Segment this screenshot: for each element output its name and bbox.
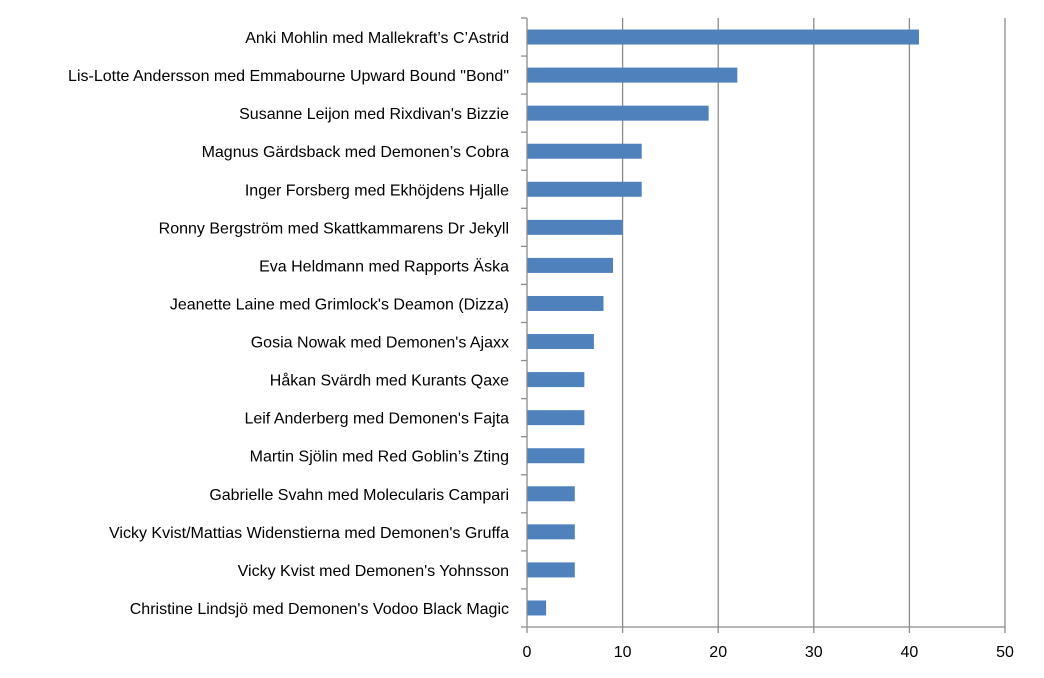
bar: [527, 448, 585, 464]
x-tick-label: 50: [996, 644, 1014, 661]
x-tick-label: 10: [614, 644, 632, 661]
axis-layer: [521, 17, 1006, 633]
category-label: Vicky Kvist med Demonen's Yohnsson: [238, 563, 509, 580]
category-label: Gabrielle Svahn med Molecularis Campari: [209, 487, 509, 504]
category-label: Vicky Kvist/Mattias Widenstierna med Dem…: [109, 525, 509, 542]
category-label: Lis-Lotte Andersson med Emmabourne Upwar…: [68, 68, 509, 85]
x-tick-labels: 0 10 20 30 40 50: [523, 644, 1014, 661]
bar: [527, 67, 738, 83]
category-label: Leif Anderberg med Demonen's Fajta: [244, 411, 509, 428]
bar: [527, 143, 642, 159]
grid-layer: [621, 18, 1006, 627]
category-label: Magnus Gärdsback med Demonen’s Cobra: [202, 144, 510, 161]
category-label: Susanne Leijon med Rixdivan's Bizzie: [239, 106, 509, 123]
bar: [527, 295, 604, 311]
category-labels: Anki Mohlin med Mallekraft’s C’Astrid Lis…: [68, 30, 509, 618]
x-tick-label: 20: [709, 644, 727, 661]
bar: [527, 600, 547, 616]
bar: [527, 29, 919, 45]
category-label: Martin Sjölin med Red Goblin’s Zting: [250, 449, 509, 466]
bar: [527, 181, 642, 197]
bar: [527, 486, 575, 502]
bar: [527, 334, 594, 350]
bar: [527, 524, 575, 540]
bars-layer: [527, 29, 919, 616]
category-label: Inger Forsberg med Ekhöjdens Hjalle: [245, 182, 509, 199]
category-label: Gosia Nowak med Demonen's Ajaxx: [251, 335, 509, 352]
x-tick-label: 0: [523, 644, 532, 661]
x-tick-label: 40: [901, 644, 919, 661]
bar: [527, 105, 709, 121]
bar: [527, 257, 614, 273]
bar: [527, 372, 585, 388]
category-label: Eva Heldmann med Rapports Äska: [259, 257, 509, 275]
x-tick-label: 30: [805, 644, 823, 661]
bar: [527, 219, 623, 235]
category-label: Ronny Bergström med Skattkammarens Dr Je…: [159, 220, 509, 237]
category-label: Jeanette Laine med Grimlock's Deamon (Di…: [170, 296, 509, 313]
category-label: Christine Lindsjö med Demonen's Vodoo Bl…: [130, 601, 509, 618]
bar: [527, 410, 585, 426]
bar: [527, 562, 575, 578]
category-label: Håkan Svärdh med Kurants Qaxe: [270, 372, 509, 390]
category-label: Anki Mohlin med Mallekraft’s C’Astrid: [245, 30, 509, 47]
